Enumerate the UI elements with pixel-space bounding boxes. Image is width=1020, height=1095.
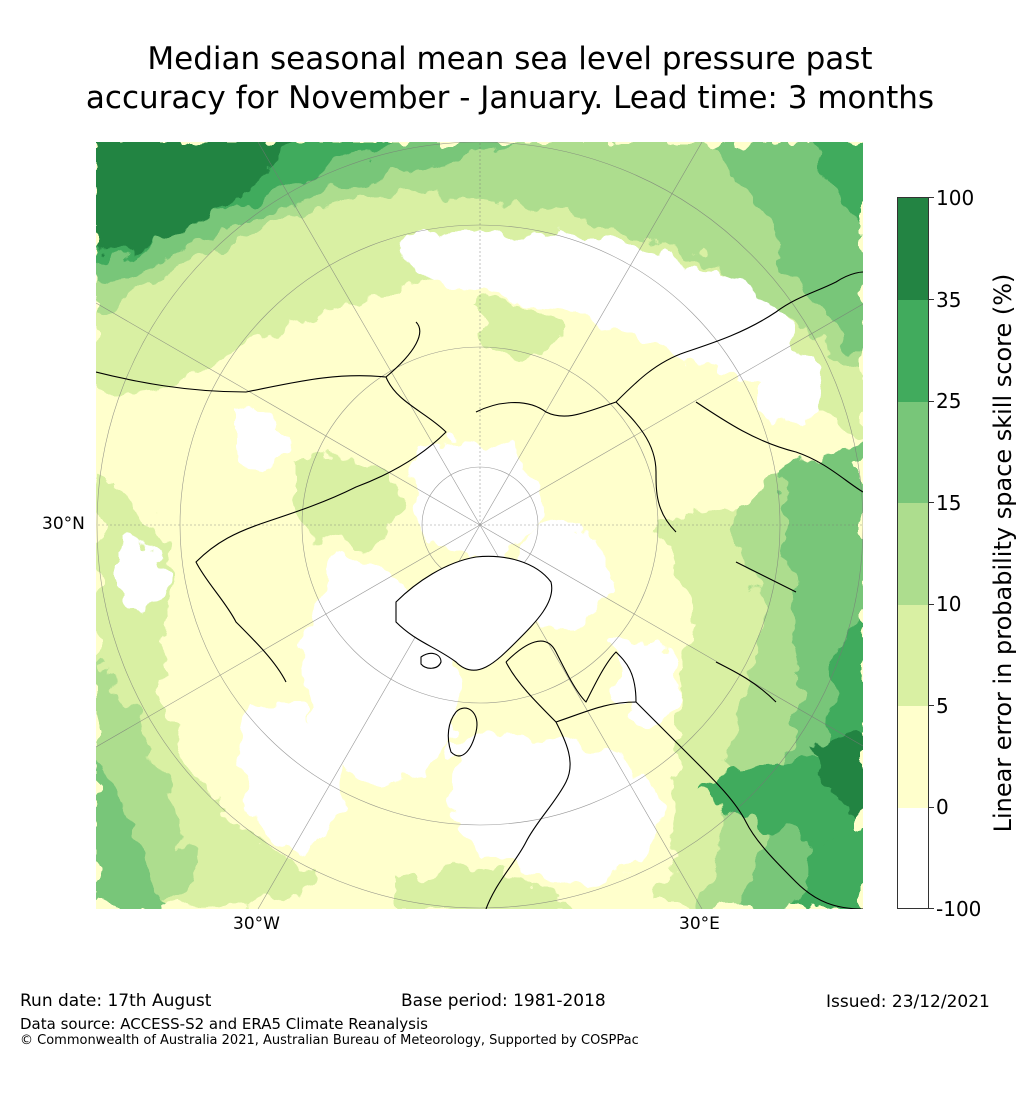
colorbar-tick-minus-100 xyxy=(929,908,934,909)
lon-label-30w: 30°W xyxy=(233,914,280,934)
polar-skill-map xyxy=(96,142,863,909)
scandinavia-coast xyxy=(505,640,637,703)
colorbar-tick-label-35: 35 xyxy=(936,288,962,312)
colorbar-tick-label-0: 0 xyxy=(936,795,949,819)
issued-date: Issued: 23/12/2021 xyxy=(826,992,990,1012)
graticule xyxy=(96,142,863,909)
colorbar-tick-25 xyxy=(929,401,934,402)
colorbar-tick-100 xyxy=(929,197,934,198)
map-canvas xyxy=(96,142,863,909)
colorbar-segment-35-100 xyxy=(898,198,928,300)
greenland-coast xyxy=(395,555,553,671)
colorbar xyxy=(897,197,929,909)
colorbar-tick-5 xyxy=(929,705,934,706)
north-america-coast xyxy=(96,321,447,683)
coastlines xyxy=(96,271,863,909)
colorbar-segment-0-5 xyxy=(898,706,928,808)
colorbar-tick-label-15: 15 xyxy=(936,491,962,515)
copyright-notice: © Commonwealth of Australia 2021, Austra… xyxy=(20,1033,639,1048)
colorbar-tick-35 xyxy=(929,299,934,300)
iceland-coast xyxy=(420,652,442,669)
colorbar-tick-label-10: 10 xyxy=(936,592,962,616)
title-line-2: accuracy for November - January. Lead ti… xyxy=(85,80,935,116)
uk-coast xyxy=(447,707,478,757)
colorbar-tick-0 xyxy=(929,807,934,808)
colorbar-tick-label-100: 100 xyxy=(936,186,975,210)
band-35-100 xyxy=(96,142,863,822)
asia-coast-east xyxy=(695,401,863,703)
colorbar-segment-below-0 xyxy=(898,808,928,908)
colorbar-tick-10 xyxy=(929,604,934,605)
colorbar-tick-label-minus-100: -100 xyxy=(936,897,982,921)
base-period: Base period: 1981-2018 xyxy=(401,991,606,1011)
colorbar-segment-5-10 xyxy=(898,605,928,706)
colorbar-title: Linear error in probability space skill … xyxy=(989,273,1017,833)
colorbar-segment-25-35 xyxy=(898,300,928,402)
europe-coast xyxy=(485,661,863,909)
figure-title: Median seasonal mean sea level pressure … xyxy=(0,40,1020,118)
eurasia-coast-north xyxy=(475,271,863,533)
run-date: Run date: 17th August xyxy=(20,991,212,1011)
data-source: Data source: ACCESS-S2 and ERA5 Climate … xyxy=(20,1015,428,1033)
title-line-1: Median seasonal mean sea level pressure … xyxy=(147,41,873,77)
colorbar-tick-15 xyxy=(929,502,934,503)
colorbar-segment-10-15 xyxy=(898,503,928,605)
lat-label-30n: 30°N xyxy=(42,514,85,534)
colorbar-segment-15-25 xyxy=(898,402,928,503)
colorbar-tick-label-5: 5 xyxy=(936,694,949,718)
lon-label-30e: 30°E xyxy=(679,914,720,934)
colorbar-tick-label-25: 25 xyxy=(936,389,962,413)
